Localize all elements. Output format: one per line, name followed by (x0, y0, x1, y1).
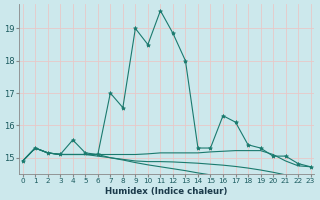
X-axis label: Humidex (Indice chaleur): Humidex (Indice chaleur) (106, 187, 228, 196)
